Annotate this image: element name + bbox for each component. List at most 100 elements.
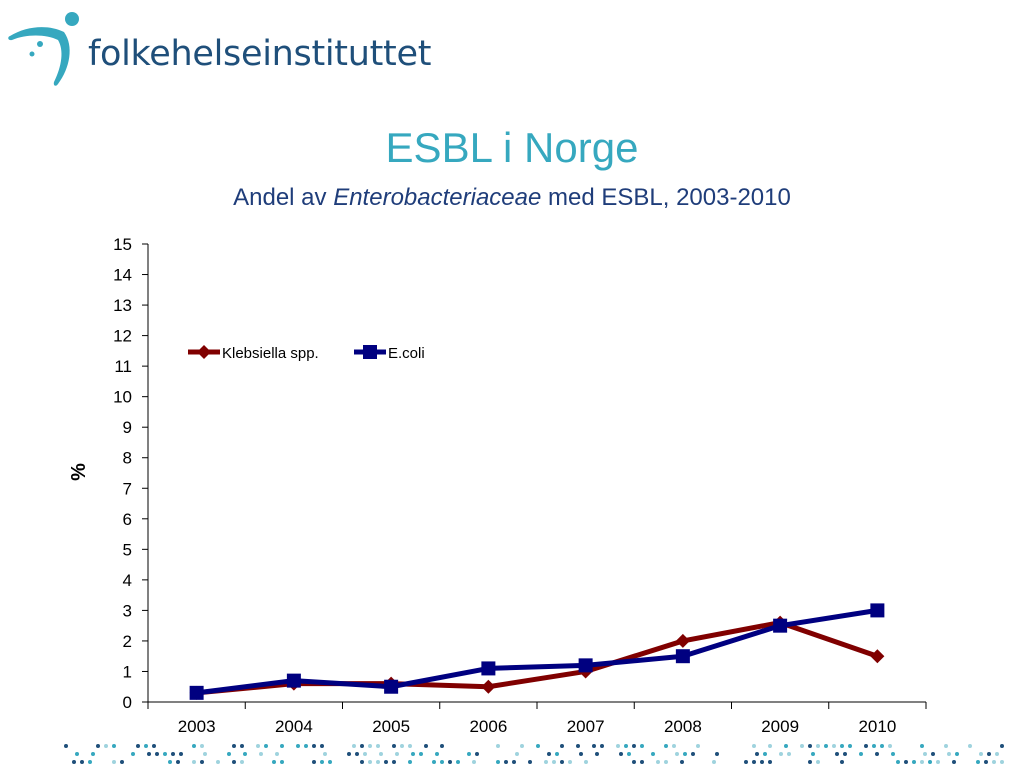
data-point-1 — [481, 679, 496, 694]
decorative-dot — [203, 752, 207, 756]
logo-figure-icon — [8, 12, 79, 86]
decorative-dot — [955, 752, 959, 756]
decorative-dot — [432, 760, 436, 764]
decorative-dot — [555, 752, 559, 756]
decorative-dot — [528, 760, 532, 764]
decorative-dot — [163, 752, 167, 756]
y-tick-label: 7 — [123, 479, 132, 498]
decorative-dot — [216, 760, 220, 764]
decorative-dot — [592, 744, 596, 748]
decorative-dot — [392, 760, 396, 764]
decorative-dot — [376, 744, 380, 748]
decorative-dot — [859, 752, 863, 756]
y-tick-label: 5 — [123, 540, 132, 559]
y-tick-label: 2 — [123, 632, 132, 651]
decorative-dot — [880, 744, 884, 748]
decorative-dot — [411, 752, 415, 756]
decorative-dot — [312, 744, 316, 748]
slide-subtitle: Andel av Enterobacteriaceae med ESBL, 20… — [0, 184, 1024, 212]
legend-label: E.coli — [388, 345, 425, 362]
decorative-dot — [467, 752, 471, 756]
decorative-dot — [600, 744, 604, 748]
decorative-dot — [400, 744, 404, 748]
decorative-dot — [419, 752, 423, 756]
decorative-dot — [104, 744, 108, 748]
decorative-dot — [352, 744, 356, 748]
decorative-dot — [232, 760, 236, 764]
decorative-dot — [944, 744, 948, 748]
decorative-dot — [360, 760, 364, 764]
x-tick-label: 2006 — [469, 717, 507, 736]
decorative-dot — [968, 744, 972, 748]
slide-title: ESBL i Norge — [385, 124, 639, 171]
decorative-dot — [579, 752, 583, 756]
decorative-dot — [752, 744, 756, 748]
decorative-dot — [680, 760, 684, 764]
decorative-dot — [243, 752, 247, 756]
decorative-dot — [947, 752, 951, 756]
decorative-dot — [363, 752, 367, 756]
decorative-dot — [832, 744, 836, 748]
decorative-dot — [979, 752, 983, 756]
decorative-dot — [392, 744, 396, 748]
y-tick-label: 10 — [113, 388, 132, 407]
decorative-dot — [536, 744, 540, 748]
subtitle-suffix: med ESBL, 2003-2010 — [541, 184, 791, 211]
y-tick-label: 11 — [114, 357, 132, 376]
decorative-dot — [808, 744, 812, 748]
decorative-dot — [904, 760, 908, 764]
decorative-dot — [816, 760, 820, 764]
decorative-dot — [584, 760, 588, 764]
decorative-dot — [547, 752, 551, 756]
decorative-dot — [683, 752, 687, 756]
decorative-dot — [323, 752, 327, 756]
subtitle-prefix: Andel av — [233, 184, 334, 211]
decorative-dot — [320, 760, 324, 764]
decorative-dot — [544, 760, 548, 764]
decorative-dot — [875, 752, 879, 756]
decorative-dot — [931, 752, 935, 756]
decorative-dot — [192, 760, 196, 764]
decorative-dot — [752, 760, 756, 764]
decorative-dot — [624, 744, 628, 748]
decorative-dot — [96, 744, 100, 748]
decorative-dot — [755, 752, 759, 756]
decorative-dot — [824, 744, 828, 748]
decorative-dot — [232, 744, 236, 748]
data-point-2 — [481, 661, 496, 676]
decorative-dot — [91, 752, 95, 756]
decorative-dot — [256, 744, 260, 748]
decorative-dot — [672, 744, 676, 748]
decorative-dot — [275, 752, 279, 756]
decorative-dot — [296, 744, 300, 748]
data-point-2 — [286, 673, 301, 688]
decorative-dot — [923, 752, 927, 756]
data-point-2 — [578, 658, 593, 673]
decorative-dot — [619, 752, 623, 756]
decorative-dot — [768, 744, 772, 748]
decorative-dot — [200, 744, 204, 748]
decorative-dot — [984, 760, 988, 764]
decorative-dot — [712, 760, 716, 764]
decorative-dot — [496, 760, 500, 764]
data-point-1 — [675, 633, 690, 648]
decorative-dot — [987, 752, 991, 756]
decorative-dot — [504, 760, 508, 764]
decorative-dot — [64, 744, 68, 748]
x-tick-label: 2009 — [761, 717, 799, 736]
decorative-dot — [176, 760, 180, 764]
decorative-dot — [280, 760, 284, 764]
decorative-dot — [920, 760, 924, 764]
data-point-2 — [189, 685, 204, 700]
decorative-dot — [456, 760, 460, 764]
decorative-dot — [272, 760, 276, 764]
decorative-dot — [179, 752, 183, 756]
decorative-dot — [395, 752, 399, 756]
decorative-dot — [88, 760, 92, 764]
decorative-dot — [811, 752, 815, 756]
logo: folkehelseinstituttet — [6, 10, 431, 90]
decorative-dot — [891, 752, 895, 756]
decorative-dot — [848, 744, 852, 748]
decorative-dot — [240, 744, 244, 748]
decorative-dot — [368, 760, 372, 764]
